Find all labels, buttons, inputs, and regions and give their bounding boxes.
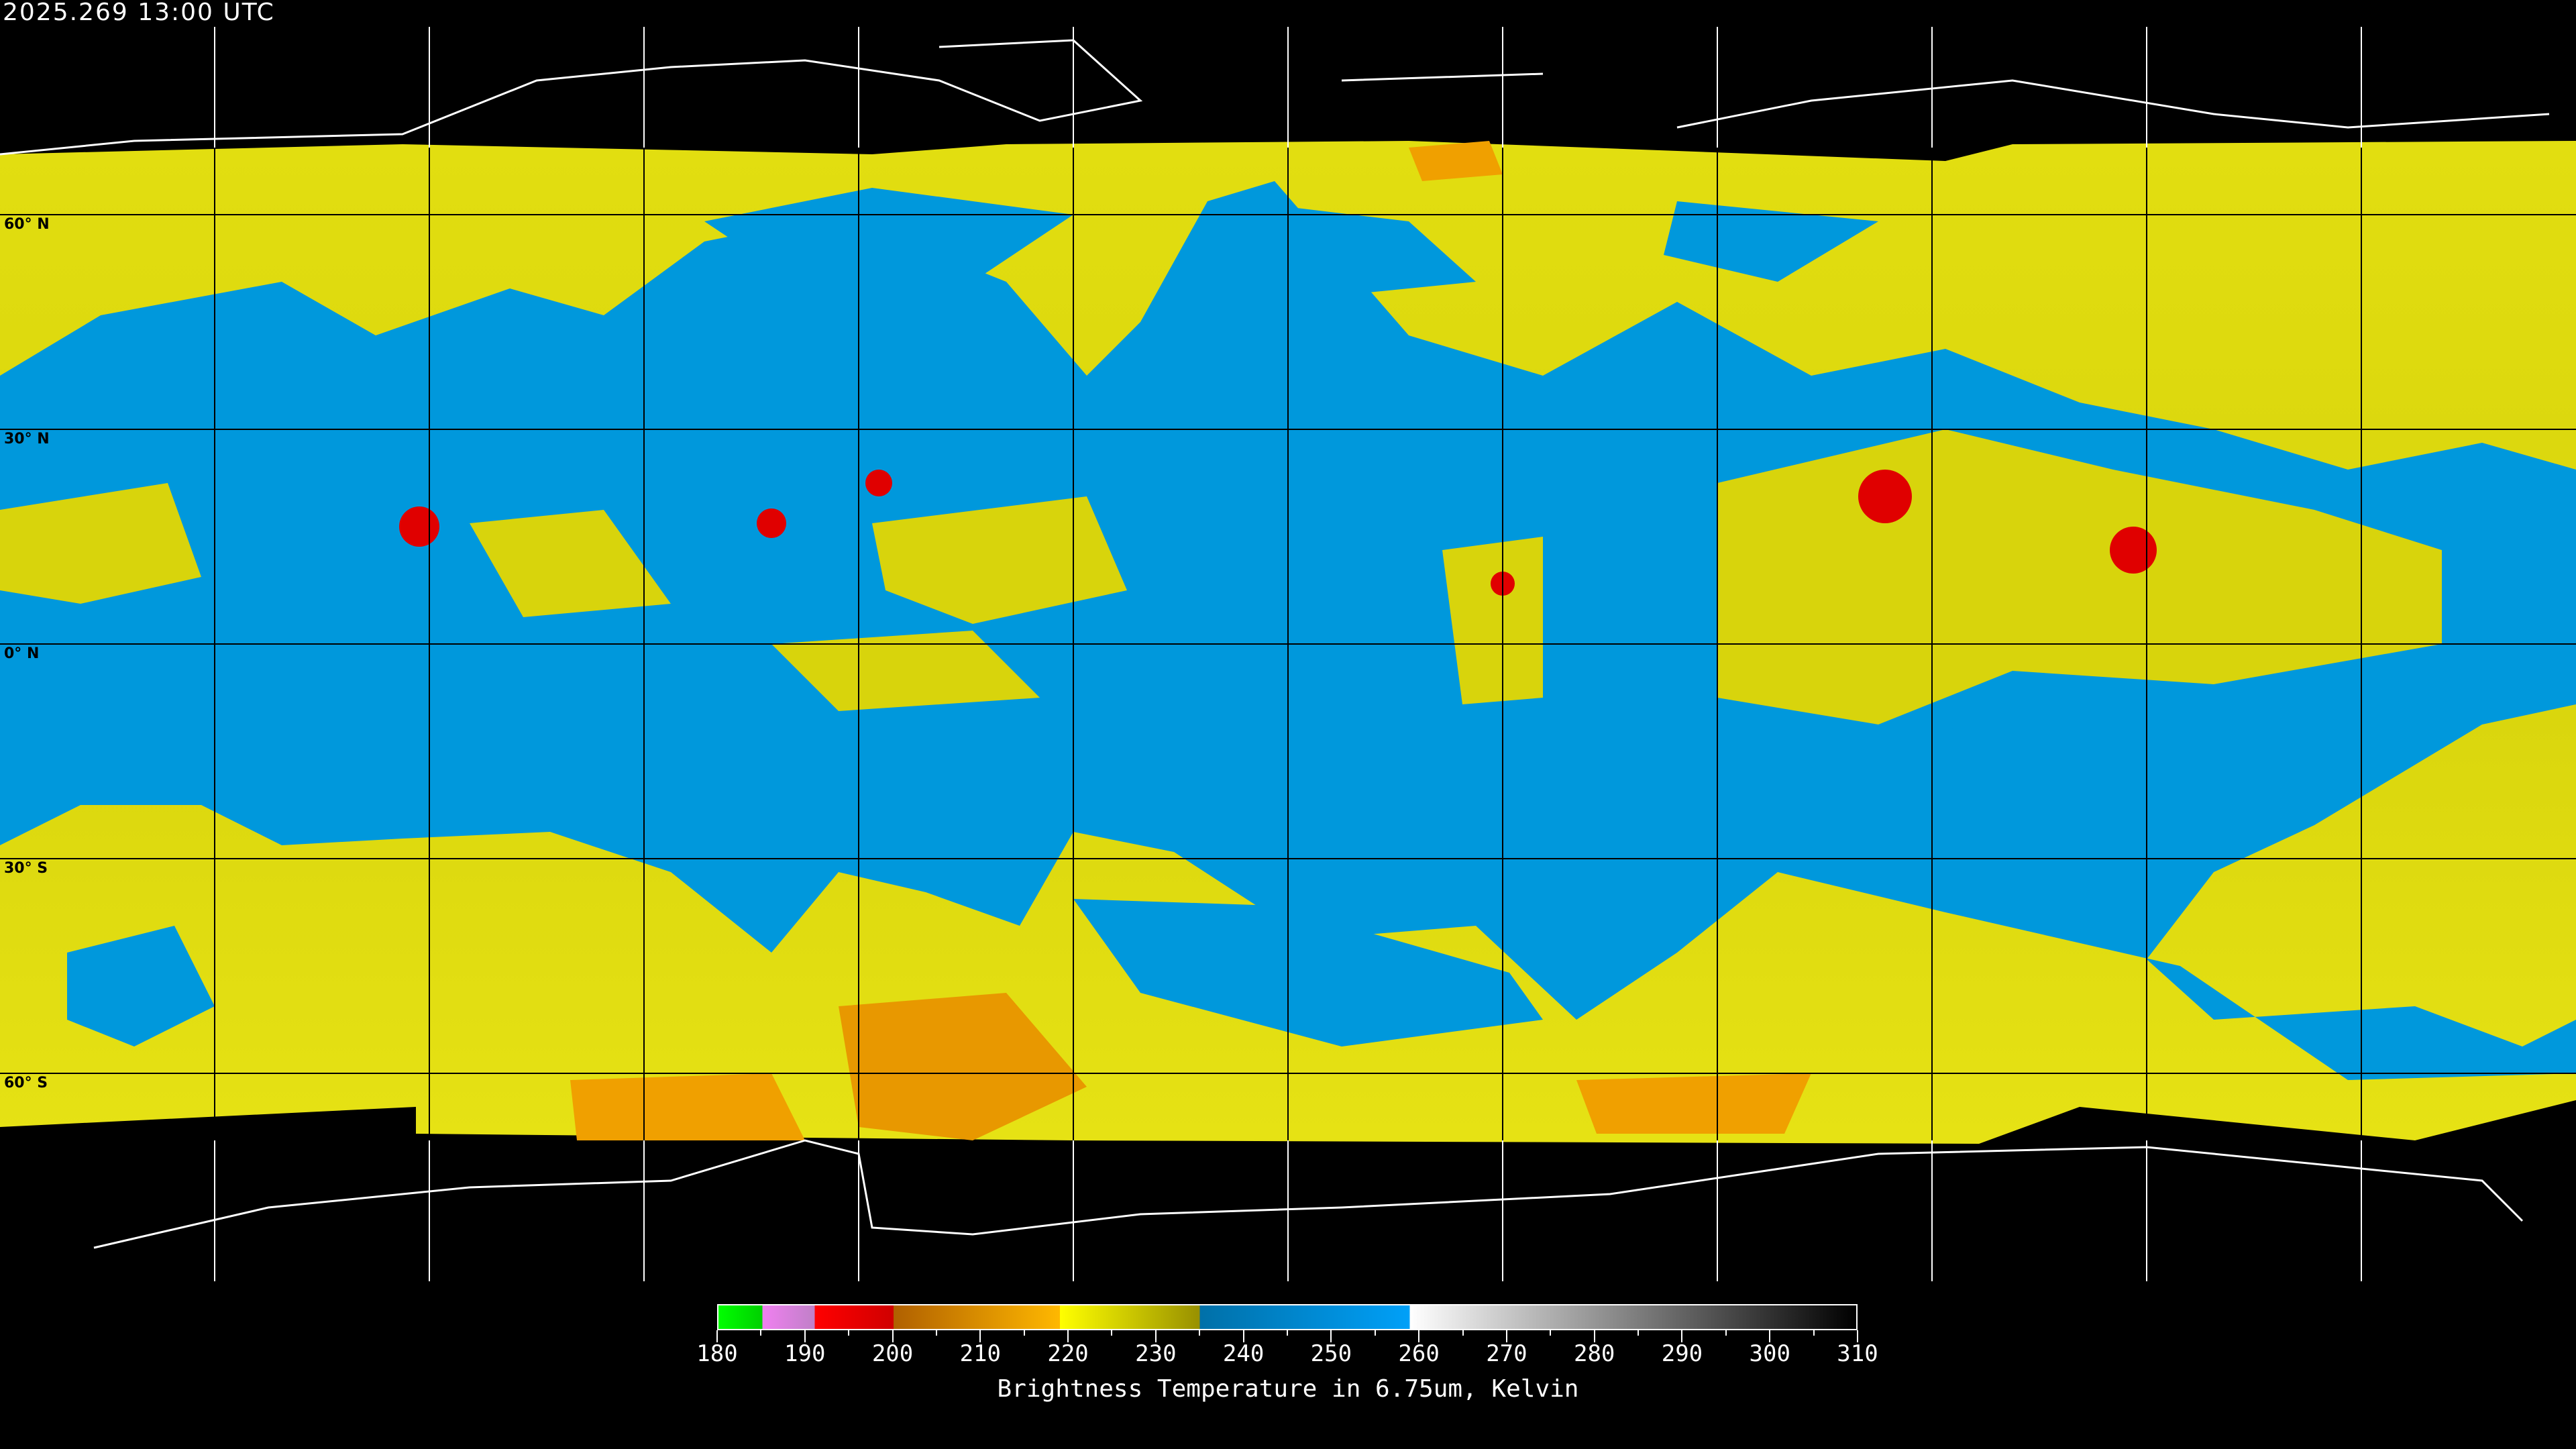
- lat-label-60n: 60° N: [4, 216, 50, 233]
- colorbar-tick-label: 220: [1047, 1340, 1089, 1367]
- colorbar-tick: [1550, 1330, 1552, 1336]
- lat-label-0n: 0° N: [4, 645, 40, 662]
- colorbar-tick: [760, 1330, 762, 1336]
- colorbar-tick: [1067, 1330, 1069, 1342]
- colorbar-tick: [1242, 1330, 1244, 1342]
- colorbar-tick: [892, 1330, 894, 1342]
- colorbar-tick: [1418, 1330, 1420, 1342]
- colorbar-tick: [1374, 1330, 1376, 1336]
- colorbar-tick-label: 270: [1486, 1340, 1527, 1367]
- colorbar-tick-label: 210: [959, 1340, 1001, 1367]
- graticule: [214, 27, 2362, 1281]
- colorbar-tick-label: 280: [1573, 1340, 1615, 1367]
- colorbar-tick: [716, 1330, 718, 1342]
- colorbar-tick: [848, 1330, 850, 1336]
- colorbar-tick: [1330, 1330, 1332, 1342]
- colorbar-tick: [1857, 1330, 1858, 1342]
- colorbar-tick: [979, 1330, 981, 1342]
- colorbar-tick: [1681, 1330, 1683, 1342]
- water-vapor-map: [0, 27, 2576, 1281]
- colorbar-tick: [804, 1330, 806, 1342]
- colorbar-tick-label: 310: [1837, 1340, 1878, 1367]
- colorbar-tick-label: 240: [1222, 1340, 1265, 1367]
- colorbar-tick: [935, 1330, 937, 1336]
- colorbar-tick: [1593, 1330, 1595, 1342]
- colorbar-tick-label: 180: [696, 1340, 738, 1367]
- colorbar-tick: [1769, 1330, 1771, 1342]
- colorbar-tick-label: 250: [1310, 1340, 1352, 1367]
- colorbar-tick: [1023, 1330, 1025, 1336]
- colorbar-tick: [1199, 1330, 1201, 1336]
- colorbar-tick-label: 190: [784, 1340, 826, 1367]
- colorbar-tick: [1505, 1330, 1507, 1342]
- colorbar-tick-label: 300: [1749, 1340, 1790, 1367]
- colorbar-tick-label: 290: [1661, 1340, 1703, 1367]
- timestamp: 2025.269 13:00 UTC: [3, 0, 275, 26]
- arctic-coastline: [0, 39, 2550, 156]
- antarctica-coastline: [93, 1139, 2524, 1249]
- colorbar-tick-label: 230: [1135, 1340, 1177, 1367]
- colorbar-tick: [1813, 1330, 1815, 1336]
- colorbar-tick: [1155, 1330, 1157, 1342]
- lat-label-60s: 60° S: [4, 1075, 48, 1091]
- lat-label-30s: 30° S: [4, 860, 48, 877]
- colorbar-tick: [1287, 1330, 1288, 1336]
- colorbar-tick-label: 260: [1398, 1340, 1440, 1367]
- colorbar-tick: [1462, 1330, 1464, 1336]
- colorbar-tick-label: 200: [871, 1340, 914, 1367]
- colorbar: [717, 1304, 1858, 1330]
- colorbar-title: Brightness Temperature in 6.75um, Kelvin: [997, 1375, 1579, 1403]
- lat-label-30n: 30° N: [4, 431, 50, 447]
- colorbar-tick: [1725, 1330, 1727, 1336]
- colorbar-tick: [1111, 1330, 1113, 1336]
- colorbar-tick: [1638, 1330, 1640, 1336]
